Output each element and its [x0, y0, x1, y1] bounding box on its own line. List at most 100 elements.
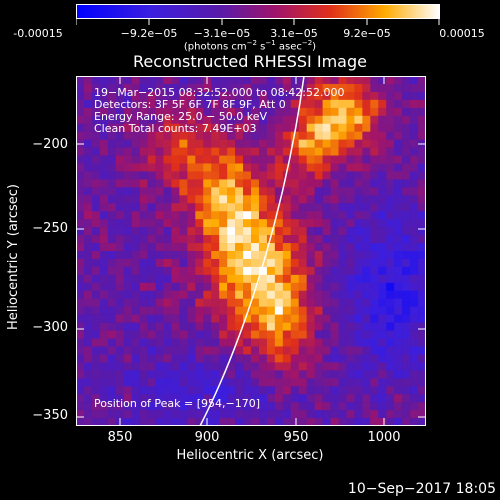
image-pixel [227, 123, 236, 132]
image-pixel [386, 76, 395, 85]
image-pixel [171, 115, 180, 125]
image-pixel [290, 346, 300, 355]
image-pixel [290, 147, 300, 156]
image-pixel [338, 179, 347, 188]
image-pixel [258, 155, 268, 164]
image-pixel [227, 83, 236, 93]
image-pixel [410, 402, 419, 411]
image-pixel [306, 346, 315, 355]
image-pixel [394, 330, 403, 339]
image-pixel [274, 402, 284, 411]
image-pixel [243, 83, 252, 93]
image-pixel [274, 322, 284, 331]
image-pixel [418, 394, 426, 403]
image-pixel [298, 107, 307, 117]
image-pixel [155, 394, 164, 403]
image-pixel [410, 394, 419, 403]
image-pixel [354, 346, 363, 355]
image-pixel [266, 314, 276, 323]
image-pixel [386, 243, 395, 252]
image-pixel [227, 195, 236, 204]
image-pixel [187, 131, 196, 140]
image-pixel [274, 298, 284, 307]
image-pixel [370, 322, 379, 331]
image-pixel [107, 338, 117, 347]
image-pixel [131, 251, 140, 260]
image-pixel [179, 306, 188, 315]
image-pixel [258, 290, 268, 300]
image-pixel [362, 370, 371, 379]
image-pixel [306, 131, 315, 140]
image-pixel [131, 147, 140, 156]
image-pixel [370, 76, 379, 85]
image-pixel [163, 298, 172, 307]
image-pixel [163, 378, 172, 387]
image-pixel [418, 418, 426, 426]
image-pixel [203, 322, 212, 331]
image-pixel [107, 99, 117, 109]
image-pixel [211, 290, 220, 300]
image-pixel [370, 346, 379, 355]
image-pixel [115, 314, 125, 323]
image-pixel [258, 274, 268, 284]
image-pixel [203, 298, 212, 307]
image-pixel [370, 147, 379, 156]
image-pixel [370, 258, 379, 268]
image-pixel [282, 163, 292, 172]
image-pixel [107, 203, 117, 212]
image-pixel [346, 139, 355, 148]
image-pixel [394, 410, 403, 419]
image-pixel [362, 163, 371, 172]
image-pixel [306, 155, 315, 164]
image-pixel [155, 99, 164, 109]
image-pixel [83, 187, 93, 196]
image-pixel [274, 123, 284, 132]
image-pixel [76, 163, 85, 172]
image-pixel [266, 139, 276, 148]
image-pixel [107, 243, 117, 252]
image-pixel [155, 402, 164, 411]
image-pixel [76, 282, 85, 292]
image-pixel [195, 187, 204, 196]
image-pixel [274, 195, 284, 204]
image-pixel [219, 83, 228, 93]
image-pixel [195, 354, 204, 363]
image-pixel [243, 243, 252, 252]
image-pixel [322, 235, 331, 244]
image-pixel [123, 394, 132, 403]
image-pixel [282, 338, 292, 347]
image-pixel [91, 235, 101, 244]
image-pixel [338, 147, 347, 156]
image-pixel [187, 410, 196, 419]
image-pixel [306, 83, 315, 93]
image-pixel [107, 410, 117, 419]
image-pixel [91, 187, 101, 196]
image-pixel [227, 386, 236, 395]
image-pixel [139, 322, 148, 331]
image-pixel [251, 139, 260, 148]
image-pixel [235, 107, 244, 117]
image-pixel [123, 258, 132, 268]
image-pixel [402, 410, 411, 419]
image-pixel [298, 394, 307, 403]
image-pixel [354, 211, 363, 220]
image-pixel [243, 346, 252, 355]
image-pixel [394, 354, 403, 363]
image-pixel [298, 91, 307, 101]
image-pixel [274, 211, 284, 220]
image-pixel [402, 378, 411, 387]
image-pixel [243, 107, 252, 117]
image-pixel [370, 163, 379, 172]
image-pixel [314, 258, 323, 268]
image-pixel [338, 370, 347, 379]
image-pixel [211, 243, 220, 252]
image-pixel [402, 306, 411, 315]
image-pixel [386, 290, 395, 300]
image-pixel [139, 235, 148, 244]
image-pixel [298, 195, 307, 204]
image-pixel [362, 147, 371, 156]
image-pixel [163, 282, 172, 292]
image-pixel [402, 290, 411, 300]
image-pixel [402, 179, 411, 188]
image-pixel [282, 362, 292, 371]
